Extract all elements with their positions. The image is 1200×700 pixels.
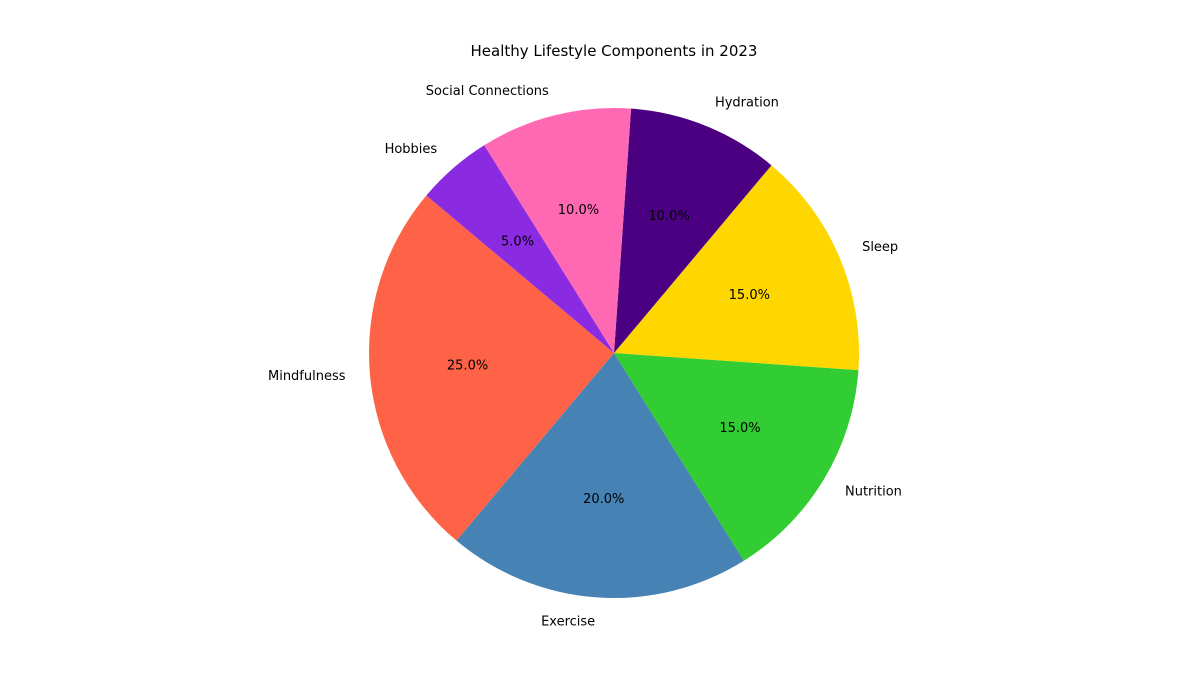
pie-slice-social-connections [484, 108, 632, 353]
pie-labels: Mindfulness 25.0% Exercise 20.0% Nutrition 15… [268, 84, 902, 629]
slice-percent-hydration: 10.0% [648, 209, 689, 224]
pie-slice-hobbies [426, 145, 614, 353]
pie-slice-nutrition [614, 353, 859, 561]
pie-slice-exercise [456, 353, 744, 598]
slice-percent-exercise: 20.0% [583, 492, 624, 507]
slice-label-social-connections: Social Connections [426, 84, 549, 99]
pie-slice-hydration [614, 108, 772, 354]
pie-slice-mindfulness [369, 195, 614, 541]
slice-percent-sleep: 15.0% [729, 288, 770, 303]
pie-slices [369, 108, 859, 598]
slice-percent-mindfulness: 25.0% [447, 358, 488, 373]
slice-label-mindfulness: Mindfulness [268, 369, 346, 384]
slice-percent-hobbies: 5.0% [501, 235, 534, 250]
slice-label-exercise: Exercise [541, 614, 595, 629]
slice-label-nutrition: Nutrition [845, 484, 902, 499]
slice-label-hobbies: Hobbies [385, 142, 438, 157]
chart-title: Healthy Lifestyle Components in 2023 [471, 42, 758, 60]
slice-label-sleep: Sleep [862, 240, 898, 255]
pie-slice-sleep [614, 165, 859, 371]
slice-percent-nutrition: 15.0% [719, 421, 760, 436]
slice-percent-social-connections: 10.0% [558, 203, 599, 218]
slice-label-hydration: Hydration [715, 96, 779, 111]
